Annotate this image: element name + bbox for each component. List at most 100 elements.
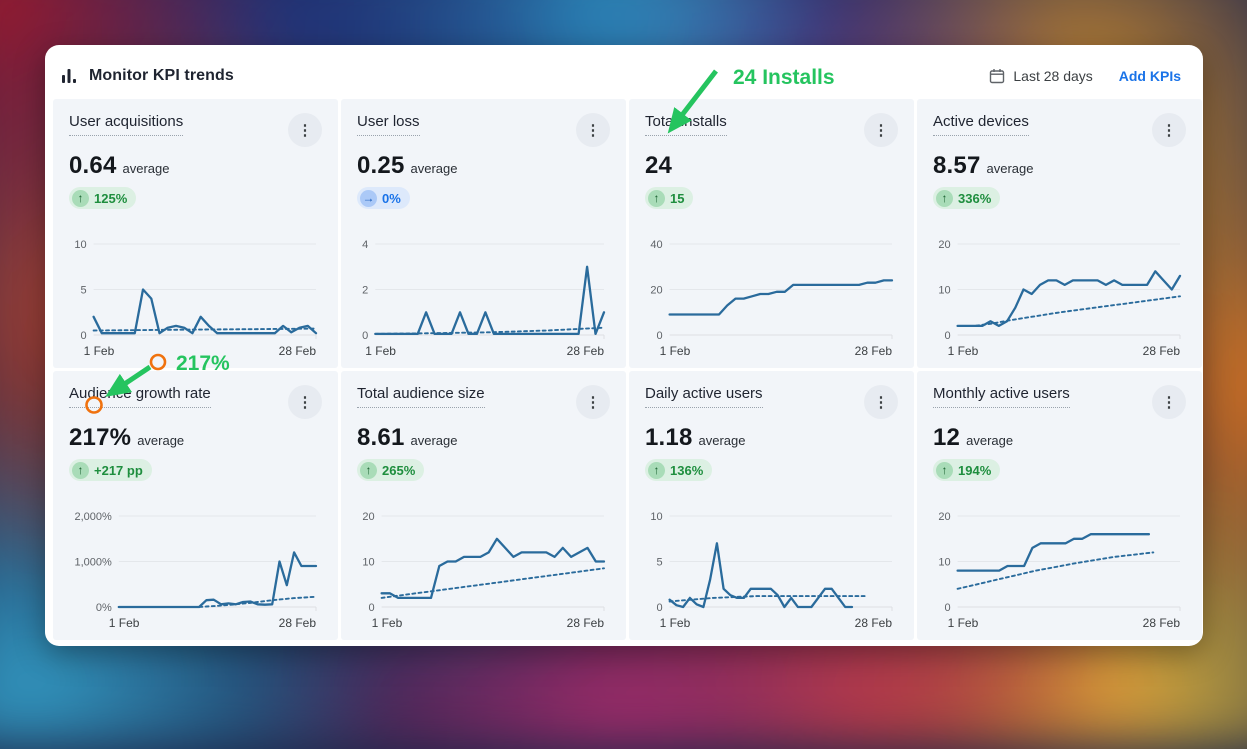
card-menu-button[interactable]: ⋮	[864, 385, 898, 419]
trend-badge: ↑ 336%	[933, 187, 1001, 209]
chart-svg: 4 2 0 1 Feb 28 Feb	[362, 239, 606, 358]
date-range-label: Last 28 days	[1013, 68, 1093, 84]
kebab-icon: ⋮	[297, 393, 313, 411]
svg-text:2: 2	[362, 285, 368, 297]
trend-arrow-icon: →	[360, 189, 377, 207]
svg-text:0: 0	[656, 330, 662, 342]
chart-svg: 10 5 0 1 Feb 28 Feb	[74, 239, 318, 358]
svg-text:10: 10	[938, 557, 950, 569]
kpi-line-chart: 20 10 0 1 Feb 28 Feb	[933, 502, 1186, 632]
kpi-card: Audience growth rate ⋮ 217% average ↑ +2…	[53, 371, 338, 640]
svg-text:1 Feb: 1 Feb	[84, 344, 115, 358]
kpi-card: User acquisitions ⋮ 0.64 average ↑ 125% …	[53, 99, 338, 368]
svg-text:28 Feb: 28 Feb	[1143, 344, 1181, 358]
kpi-line-chart: 20 10 0 1 Feb 28 Feb	[357, 502, 610, 632]
kebab-icon: ⋮	[297, 121, 313, 139]
card-menu-button[interactable]: ⋮	[288, 113, 322, 147]
card-title[interactable]: Active devices	[933, 113, 1029, 136]
card-value-unit: average	[986, 161, 1034, 176]
kpi-line-chart: 10 5 0 1 Feb 28 Feb	[69, 230, 322, 360]
card-menu-button[interactable]: ⋮	[576, 113, 610, 147]
card-value-unit: average	[966, 433, 1014, 448]
card-title[interactable]: User loss	[357, 113, 420, 136]
kpi-card: Daily active users ⋮ 1.18 average ↑ 136%…	[629, 371, 914, 640]
svg-text:10: 10	[938, 285, 950, 297]
card-title[interactable]: Audience growth rate	[69, 385, 211, 408]
card-menu-button[interactable]: ⋮	[576, 385, 610, 419]
card-value: 217%	[69, 424, 132, 451]
card-value-row: 24	[645, 152, 898, 180]
svg-text:5: 5	[80, 285, 86, 297]
card-title[interactable]: Total installs	[645, 113, 727, 136]
kebab-icon: ⋮	[873, 121, 889, 139]
card-menu-button[interactable]: ⋮	[288, 385, 322, 419]
kpi-line-chart: 20 10 0 1 Feb 28 Feb	[933, 230, 1186, 360]
card-value-row: 8.57 average	[933, 152, 1186, 180]
trend-badge: ↑ 15	[645, 187, 694, 209]
chart-svg: 20 10 0 1 Feb 28 Feb	[362, 511, 606, 630]
card-value: 0.25	[357, 152, 405, 179]
trend-arrow-icon: ↑	[72, 461, 89, 479]
svg-text:2,000%: 2,000%	[74, 511, 112, 523]
card-menu-button[interactable]: ⋮	[1152, 113, 1186, 147]
add-kpis-button[interactable]: Add KPIs	[1118, 68, 1181, 84]
card-header: Daily active users ⋮	[645, 385, 898, 419]
bar-chart-icon	[62, 69, 76, 83]
trend-arrow-icon: ↑	[648, 461, 665, 479]
svg-text:20: 20	[938, 239, 950, 251]
card-header: User loss ⋮	[357, 113, 610, 147]
kpi-line-chart: 40 20 0 1 Feb 28 Feb	[645, 230, 898, 360]
card-value-unit: average	[698, 433, 746, 448]
svg-text:1 Feb: 1 Feb	[660, 344, 691, 358]
trend-badge: ↑ 194%	[933, 459, 1001, 481]
card-value-row: 0.25 average	[357, 152, 610, 180]
card-value: 1.18	[645, 424, 693, 451]
kpi-card: Total audience size ⋮ 8.61 average ↑ 265…	[341, 371, 626, 640]
card-value-unit: average	[122, 161, 170, 176]
card-menu-button[interactable]: ⋮	[864, 113, 898, 147]
kpi-card: Active devices ⋮ 8.57 average ↑ 336% 20 1…	[917, 99, 1202, 368]
trend-arrow-icon: ↑	[360, 461, 377, 479]
trend-text: 336%	[958, 190, 992, 206]
card-menu-button[interactable]: ⋮	[1152, 385, 1186, 419]
svg-text:20: 20	[938, 511, 950, 523]
panel-header-right: Last 28 days Add KPIs	[989, 68, 1181, 84]
kebab-icon: ⋮	[585, 393, 601, 411]
card-value: 8.57	[933, 152, 981, 179]
card-value-unit: average	[137, 433, 185, 448]
trend-text: 0%	[382, 190, 401, 206]
panel-header-left: Monitor KPI trends	[61, 67, 234, 85]
trend-text: 125%	[94, 190, 128, 206]
svg-text:28 Feb: 28 Feb	[855, 344, 893, 358]
kebab-icon: ⋮	[585, 121, 601, 139]
svg-text:0: 0	[80, 330, 86, 342]
trend-arrow-icon: ↑	[936, 189, 953, 207]
card-title[interactable]: Monthly active users	[933, 385, 1070, 408]
card-title[interactable]: User acquisitions	[69, 113, 184, 136]
svg-text:10: 10	[362, 557, 374, 569]
card-title[interactable]: Daily active users	[645, 385, 763, 408]
date-range-selector[interactable]: Last 28 days	[989, 68, 1093, 84]
kebab-icon: ⋮	[1161, 121, 1177, 139]
card-header: Monthly active users ⋮	[933, 385, 1186, 419]
card-value-row: 0.64 average	[69, 152, 322, 180]
svg-text:4: 4	[362, 239, 368, 251]
svg-text:0%: 0%	[96, 602, 112, 614]
trend-text: 265%	[382, 462, 416, 478]
svg-text:1 Feb: 1 Feb	[372, 616, 403, 630]
svg-text:1 Feb: 1 Feb	[660, 616, 691, 630]
svg-text:28 Feb: 28 Feb	[855, 616, 893, 630]
page-title: Monitor KPI trends	[89, 67, 234, 84]
trend-badge: ↑ 265%	[357, 459, 425, 481]
card-header: User acquisitions ⋮	[69, 113, 322, 147]
card-title[interactable]: Total audience size	[357, 385, 485, 408]
svg-text:20: 20	[650, 285, 662, 297]
trend-badge: ↑ 125%	[69, 187, 137, 209]
svg-text:0: 0	[362, 330, 368, 342]
svg-text:40: 40	[650, 239, 662, 251]
panel-header: Monitor KPI trends Last 28 days Add KPIs	[53, 53, 1195, 99]
card-value: 0.64	[69, 152, 117, 179]
svg-text:0: 0	[944, 330, 950, 342]
card-value-unit: average	[410, 433, 458, 448]
card-value-row: 12 average	[933, 424, 1186, 452]
